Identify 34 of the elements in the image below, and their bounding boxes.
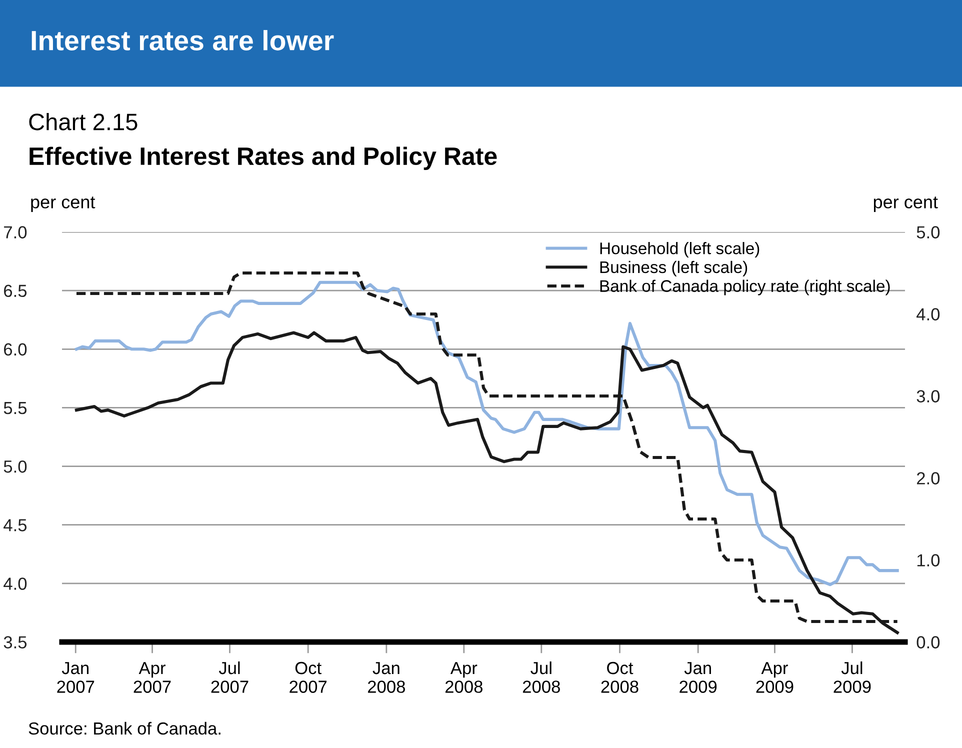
x-tick-label: Jul 2007 [211, 661, 248, 693]
legend-label: Household (left scale) [600, 242, 760, 258]
y-tick-label: 7.0 [4, 226, 27, 238]
x-tick-label: Apr 2007 [134, 662, 171, 693]
y2-tick-label: 3.0 [916, 390, 940, 402]
x-tick-label: Oct 2008 [601, 662, 638, 693]
y-tick-label: 4.5 [4, 519, 27, 532]
y2-tick-label: 2.0 [916, 472, 940, 484]
x-tick-label: Apr 2008 [445, 662, 482, 693]
x-tick-label: Jan 2007 [57, 662, 94, 693]
x-tick-label: Jan 2008 [368, 662, 405, 693]
y-tick-label: 6.0 [4, 343, 27, 356]
y-tick-label: 6.5 [4, 284, 27, 298]
chart-title: Effective Interest Rates and Policy Rate [30, 146, 497, 170]
y-tick-label: 3.5 [4, 636, 27, 648]
y2-axis-title: per cent [874, 196, 938, 212]
legend-label: Business (left scale) [600, 260, 748, 276]
x-tick-label: Jan 2009 [680, 662, 717, 693]
x-tick-label: Oct 2007 [290, 662, 327, 693]
y-tick-label: 4.0 [4, 578, 27, 590]
text: Interest rates are lower [32, 30, 334, 50]
legend-label: Bank of Canada policy rate (right scale) [600, 280, 890, 296]
chart-subtitle: Chart 2.15 [29, 112, 138, 130]
y2-tick-label: 1.0 [917, 554, 940, 566]
y2-tick-label: 5.0 [916, 226, 940, 238]
x-tick-label: Jul 2008 [522, 661, 560, 693]
y-tick-label: 5.5 [4, 402, 27, 414]
source-note: Source: Bank of Canada. [28, 722, 220, 735]
y-tick-label: 5.0 [4, 460, 27, 473]
x-tick-label: Apr 2009 [756, 662, 794, 693]
x-tick-label: Jul 2009 [834, 661, 871, 693]
y2-tick-label: 0.0 [916, 636, 940, 648]
y-axis-title: per cent [31, 196, 96, 212]
y2-tick-label: 4.0 [916, 308, 940, 320]
